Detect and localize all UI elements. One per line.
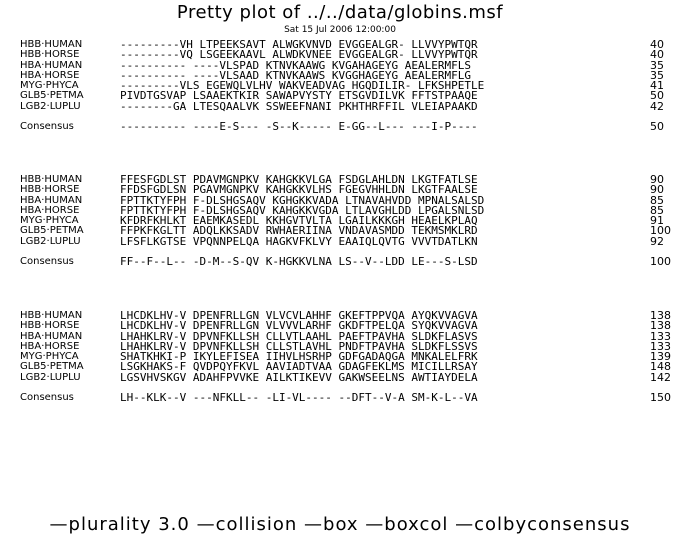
plot-date: Sat 15 Jul 2006 12:00:00 (284, 25, 396, 35)
sequence-residues: FFDSFGDLSN PGAVMGNPKV KAHGKKVLHS FGEGVHH… (120, 183, 478, 197)
sequence-residues: ---------VLS EGEWQLVLHV WAKVEADVAG HGQDI… (120, 79, 485, 93)
sequence-position: 42 (650, 99, 664, 113)
consensus-label: Consensus (20, 121, 74, 133)
sequence-residues: KFDRFKHLKT EAEMKASEDL KKHGVTVLTA LGAILKK… (120, 214, 478, 228)
sequence-residues: LSGKHAKS-F QVDPQYFKVL AAVIADTVAA GDAGFEK… (120, 360, 478, 374)
sequence-name: HBB·HORSE (20, 184, 80, 196)
sequence-name: HBA·HORSE (20, 204, 80, 216)
sequence-position: 138 (650, 319, 671, 333)
sequence-residues: FPTTKTYFPH F-DLSHGSAQV KGHGKKVADA LTNAVA… (120, 193, 485, 207)
sequence-residues: ---------VH LTPEEKSAVT ALWGKVNVD EVGGEAL… (120, 38, 478, 51)
sequence-name: HBA·HORSE (20, 340, 80, 352)
sequence-residues: SHATKHKI-P IKYLEFISEA IIHVLHSRHP GDFGADA… (120, 350, 478, 364)
sequence-position: 139 (650, 350, 671, 364)
sequence-residues: FPTTKTYFPH F-DLSHGSAQV KAHGKKVGDA LTLAVG… (120, 203, 485, 217)
sequence-name: HBB·HUMAN (20, 310, 83, 321)
sequence-position: 148 (650, 360, 671, 374)
sequence-position: 100 (650, 224, 671, 238)
plot-title: Pretty plot of ../../data/globins.msf (176, 2, 504, 23)
sequence-residues: --------GA LTESQAALVK SSWEEFNANI PKHTHRF… (120, 99, 478, 113)
consensus-label: Consensus (20, 392, 74, 404)
sequence-position: 50 (650, 89, 664, 103)
sequence-position: 92 (650, 234, 664, 248)
sequence-name: LGB2·LUPLU (20, 235, 81, 247)
sequence-name: HBB·HORSE (20, 320, 80, 332)
sequence-position: 90 (650, 183, 664, 197)
sequence-name: HBA·HORSE (20, 69, 80, 81)
sequence-position: 35 (650, 68, 664, 82)
sequence-position: 85 (650, 193, 664, 207)
command-options-footer: —plurality 3.0 —collision —box —boxcol —… (49, 514, 631, 535)
sequence-position: 40 (650, 48, 664, 62)
sequence-residues: PIVDTGSVAP LSAAEKTKIR SAWAPVYSTY ETSGVDI… (120, 89, 478, 103)
sequence-position: 142 (650, 370, 671, 384)
sequence-name: HBA·HUMAN (20, 330, 83, 342)
sequence-position: 133 (650, 339, 671, 353)
sequence-residues: FFPKFKGLTT ADQLKKSADV RWHAERIINA VNDAVAS… (120, 224, 478, 238)
sequence-residues: LHCDKLHV-V DPENFRLLGN VLVVVLARHF GKDFTPE… (120, 319, 478, 333)
sequence-name: GLB5·PETMA (20, 361, 84, 373)
sequence-residues: LGSVHVSKGV ADAHFPVVKE AILKTIKEVV GAKWSEE… (120, 370, 478, 384)
sequence-residues: LFSFLKGTSE VPQNNPELQA HAGKVFKLVY EAAIQLQ… (120, 234, 478, 248)
sequence-position: 133 (650, 329, 671, 343)
sequence-position: 40 (650, 38, 664, 51)
consensus-position: 150 (650, 391, 671, 405)
consensus-residues: FF--F--L-- -D-M--S-QV K-HGKKVLNA LS--V--… (120, 255, 478, 269)
sequence-position: 90 (650, 173, 664, 186)
consensus-residues: LH--KLK--V ---NFKLL-- -LI-VL---- --DFT--… (120, 391, 478, 405)
consensus-position: 100 (650, 255, 671, 269)
consensus-residues: ---------- ----E-S--- -S--K----- E-GG--L… (120, 120, 478, 134)
sequence-name: HBB·HUMAN (20, 39, 83, 50)
sequence-name: MYG·PHYCA (20, 80, 79, 92)
sequence-residues: LHCDKLHV-V DPENFRLLGN VLVCVLAHHF GKEFTPP… (120, 309, 478, 322)
sequence-name: HBA·HUMAN (20, 194, 83, 206)
sequence-name: MYG·PHYCA (20, 215, 79, 227)
sequence-position: 35 (650, 58, 664, 72)
sequence-residues: LHAHKLRV-V DPVNFKLLSH CLLSTLAVHL PNDFTPA… (120, 339, 478, 353)
sequence-position: 91 (650, 214, 664, 228)
sequence-name: GLB5·PETMA (20, 225, 84, 237)
sequence-residues: ---------- ----VLSAAD KTNVKAAWS KVGGHAGE… (120, 68, 471, 82)
consensus-label: Consensus (20, 256, 74, 268)
sequence-position: 41 (650, 79, 664, 93)
sequence-name: GLB5·PETMA (20, 90, 84, 102)
sequence-name: HBB·HUMAN (20, 174, 83, 185)
sequence-residues: ---------VQ LSGEEKAAVL ALWDKVNEE EVGGEAL… (120, 48, 478, 62)
sequence-residues: FFESFGDLST PDAVMGNPKV KAHGKKVLGA FSDGLAH… (120, 173, 478, 186)
sequence-position: 85 (650, 203, 664, 217)
sequence-name: HBB·HORSE (20, 49, 80, 61)
sequence-name: LGB2·LUPLU (20, 100, 81, 112)
sequence-name: HBA·HUMAN (20, 59, 83, 71)
sequence-residues: ---------- ----VLSPAD KTNVKAAWG KVGAHAGE… (120, 58, 471, 72)
sequence-residues: LHAHKLRV-V DPVNFKLLSH CLLVTLAAHL PAEFTPA… (120, 329, 478, 343)
sequence-position: 138 (650, 309, 671, 322)
sequence-name: MYG·PHYCA (20, 351, 79, 363)
consensus-position: 50 (650, 120, 664, 134)
sequence-name: LGB2·LUPLU (20, 371, 81, 383)
